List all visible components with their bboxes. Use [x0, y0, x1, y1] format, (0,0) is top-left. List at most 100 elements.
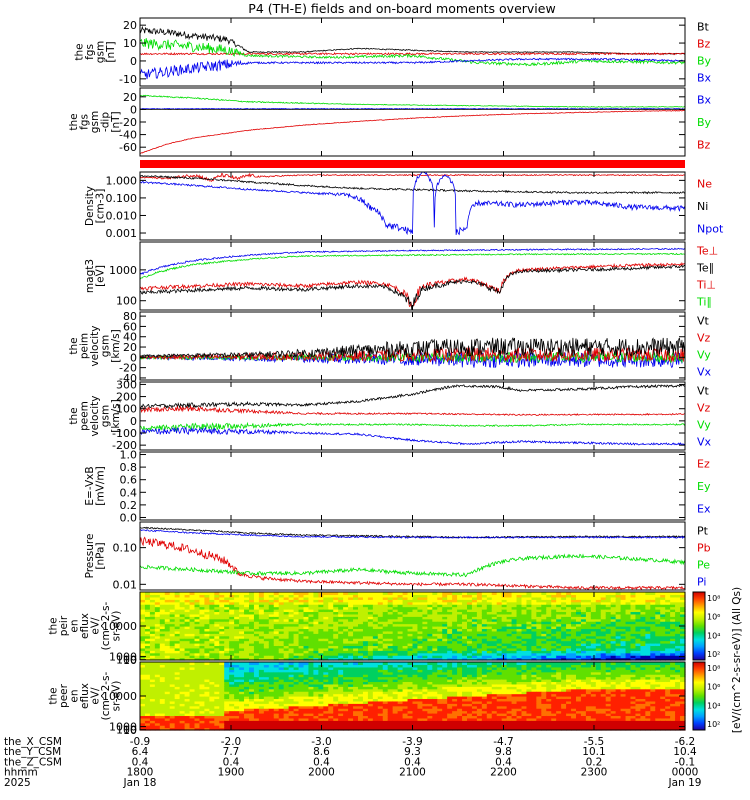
spectrogram-cell — [298, 681, 305, 685]
spectrogram-cell — [491, 647, 498, 651]
spectrogram-cell — [318, 681, 324, 685]
spectrogram-cell — [239, 669, 245, 673]
spectrogram-cell — [675, 645, 681, 649]
spectrogram-cell — [199, 676, 205, 680]
spectrogram-cell — [620, 594, 627, 598]
spectrogram-cell — [338, 708, 344, 712]
spectrogram-cell — [273, 628, 280, 632]
spectrogram-cell — [308, 676, 314, 680]
spectrogram-cell — [476, 655, 483, 659]
spectrogram-cell — [214, 671, 220, 675]
spectrogram-cell — [476, 628, 483, 632]
spectrogram-cell — [204, 727, 210, 731]
spectrogram-cell — [253, 708, 260, 712]
spectrogram-cell — [169, 715, 176, 719]
spectrogram-cell — [318, 705, 324, 709]
spectrogram-cell — [169, 618, 176, 622]
spectrogram-cell — [501, 592, 508, 596]
spectrogram-cell — [615, 628, 622, 632]
spectrogram-cell — [169, 609, 176, 613]
spectrogram-cell — [278, 599, 285, 603]
spectrogram-cell — [179, 650, 186, 654]
spectrogram-cell — [610, 594, 617, 598]
spectrogram-cell — [249, 671, 255, 675]
spectrogram-cell — [273, 703, 280, 707]
spectrogram-cell — [471, 652, 478, 656]
spectrogram-cell — [377, 710, 384, 714]
spectrogram-cell — [407, 683, 414, 687]
spectrogram-cell — [144, 710, 151, 714]
spectrogram-cell — [199, 720, 205, 724]
spectrogram-cell — [675, 652, 681, 656]
spectrogram-cell — [244, 621, 250, 625]
spectrogram-cell — [293, 596, 300, 600]
spectrogram-cell — [551, 613, 557, 617]
spectrogram-cell — [333, 686, 339, 690]
spectrogram-cell — [169, 681, 176, 685]
spectrogram-cell — [258, 715, 265, 719]
spectrogram-cell — [263, 592, 270, 596]
spectrogram-cell — [219, 679, 225, 683]
spectrogram-cell — [372, 691, 379, 695]
y-tick-label: 0 — [130, 103, 137, 116]
spectrogram-cell — [402, 650, 409, 654]
y-tick-label: 1.0 — [120, 449, 138, 462]
spectrogram-cell — [159, 606, 166, 610]
spectrogram-cell — [164, 691, 171, 695]
spectrogram-cell — [204, 662, 210, 666]
spectrogram-cell — [511, 630, 518, 634]
spectrogram-cell — [288, 725, 295, 729]
spectrogram-cell — [283, 630, 290, 634]
spectrogram-cell — [323, 669, 329, 673]
spectrogram-cell — [412, 606, 419, 610]
spectrogram-cell — [308, 717, 314, 721]
spectrogram-cell — [140, 683, 146, 687]
spectrogram-cell — [174, 604, 181, 608]
spectrogram-cell — [367, 691, 374, 695]
spectrogram-cell — [620, 596, 627, 600]
spectrogram-cell — [164, 688, 171, 692]
series-Bx-line — [140, 108, 685, 110]
spectrogram-cell — [140, 679, 146, 683]
spectrogram-cell — [169, 703, 176, 707]
spectrogram-cell — [313, 708, 319, 712]
spectrogram-cell — [526, 630, 532, 634]
spectrogram-cell — [234, 686, 240, 690]
spectrogram-cell — [382, 596, 389, 600]
spectrogram-cell — [318, 645, 324, 649]
spectrogram-cell — [318, 693, 324, 697]
spectrogram-cell — [362, 688, 369, 692]
spectrogram-cell — [585, 633, 592, 637]
spectrogram-cell — [486, 640, 493, 644]
spectrogram-cell — [595, 601, 602, 605]
spectrogram-cell — [348, 604, 354, 608]
spectrogram-cell — [348, 696, 354, 700]
spectrogram-cell — [140, 708, 146, 712]
spectrogram-cell — [313, 613, 319, 617]
spectrogram-cell — [412, 616, 419, 620]
spectrogram-cell — [229, 705, 235, 709]
spectrogram-cell — [303, 594, 310, 598]
spectrogram-cell — [288, 681, 295, 685]
spectrogram-cell — [204, 618, 210, 622]
spectrogram-cell — [343, 606, 349, 610]
spectrogram-cell — [387, 647, 394, 651]
spectrogram-cell — [273, 725, 280, 729]
spectrogram-cell — [278, 691, 285, 695]
spectrogram-cell — [293, 710, 300, 714]
spectrogram-cell — [229, 693, 235, 697]
spectrogram-cell — [244, 720, 250, 724]
spectrogram-cell — [219, 596, 225, 600]
spectrogram-cell — [328, 621, 334, 625]
spectrogram-cell — [377, 628, 384, 632]
spectrogram-cell — [367, 725, 374, 729]
spectrogram-cell — [417, 630, 423, 634]
spectrogram-cell — [189, 664, 196, 668]
spectrogram-cell — [283, 647, 290, 651]
spectrogram-cell — [249, 681, 255, 685]
spectrogram-cell — [234, 592, 240, 596]
spectrogram-cell — [179, 669, 186, 673]
spectrogram-cell — [258, 722, 265, 726]
spectrogram-cell — [253, 618, 260, 622]
spectrogram-cell — [382, 611, 389, 615]
